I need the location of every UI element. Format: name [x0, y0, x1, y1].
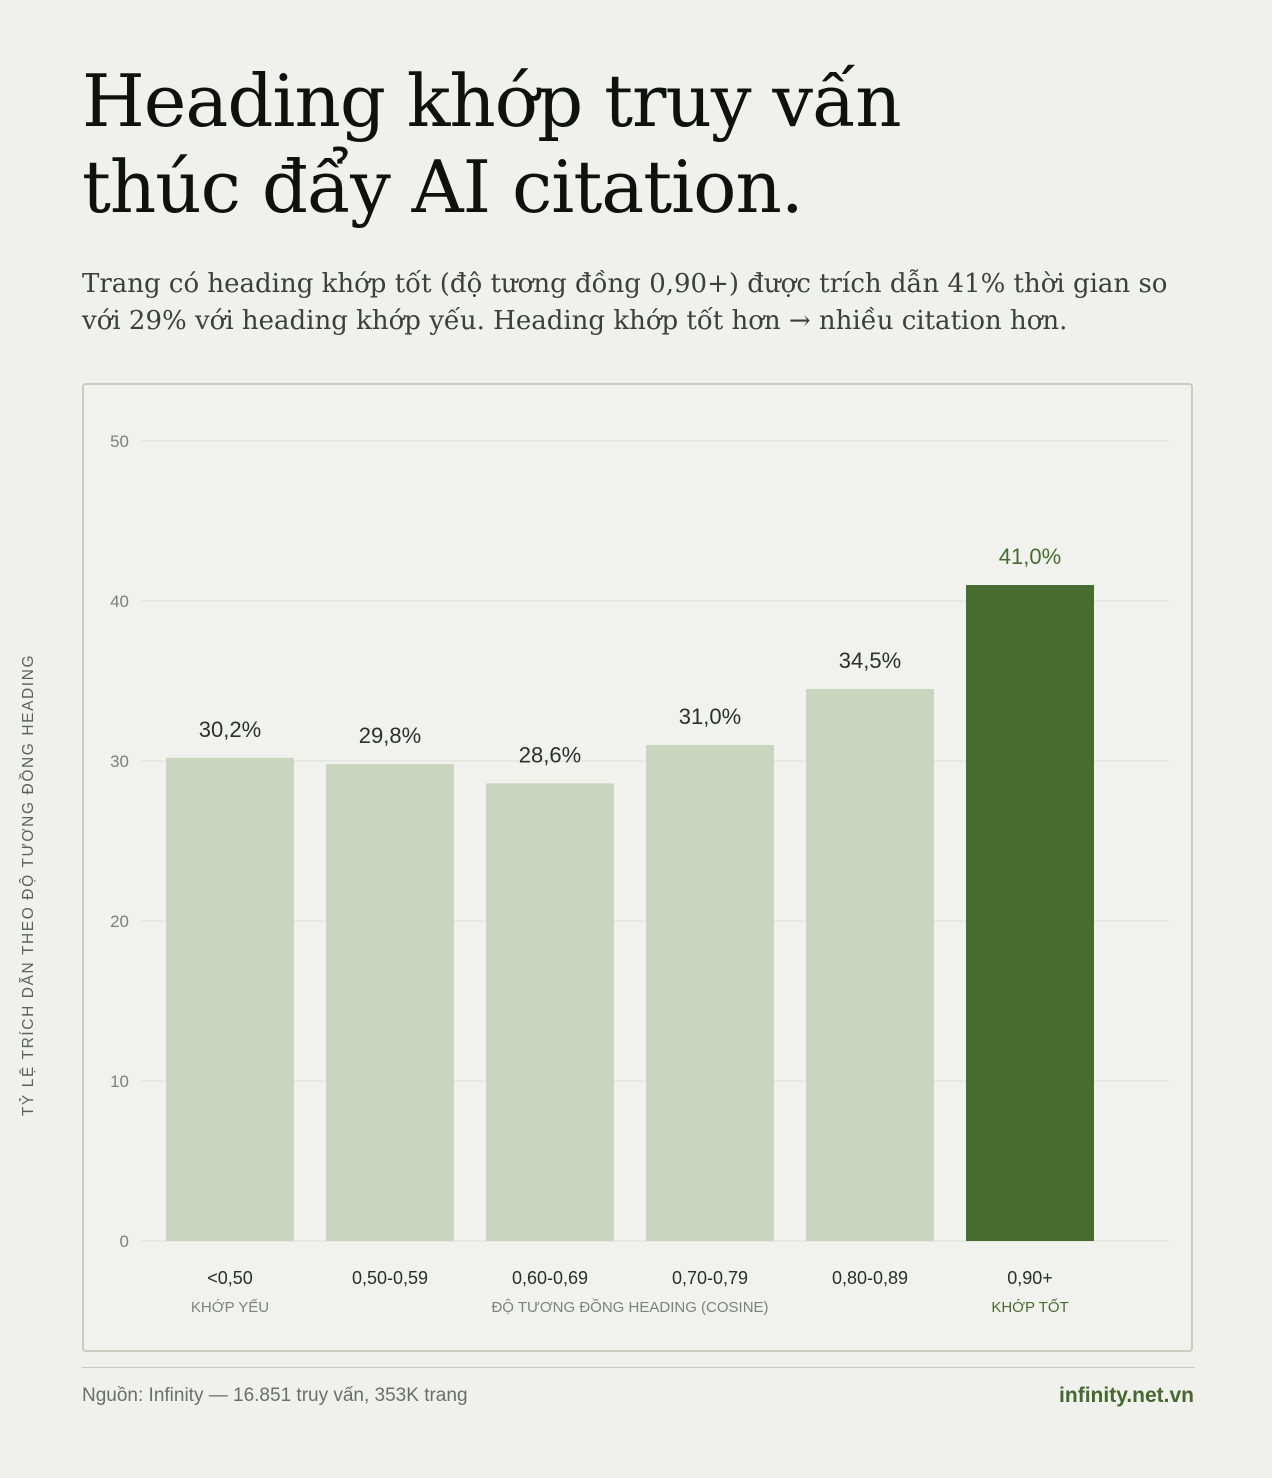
y-tick-label: 0 — [120, 1232, 129, 1251]
bar-value-label: 28,6% — [519, 742, 581, 767]
y-tick-label: 10 — [110, 1072, 129, 1091]
x-axis-title: ĐỘ TƯƠNG ĐỒNG HEADING (COSINE) — [491, 1298, 768, 1316]
x-tick-label: <0,50 — [207, 1268, 253, 1288]
y-tick-label: 40 — [110, 592, 129, 611]
x-tick-label: 0,80-0,89 — [832, 1268, 908, 1288]
chart-card: 0 10 20 30 40 50 30,2% <0,50 KHỚP YẾU 29,8% 0,50-0… — [82, 383, 1193, 1352]
y-tick-label: 50 — [110, 432, 129, 451]
title-line-1: Heading khớp truy vấn — [82, 59, 902, 143]
bar — [646, 745, 774, 1241]
bar-value-label: 34,5% — [839, 648, 901, 673]
bar — [166, 757, 294, 1241]
bar — [326, 764, 454, 1241]
x-sublabel: KHỚP YẾU — [191, 1299, 269, 1316]
x-tick-label: 0,50-0,59 — [352, 1268, 428, 1288]
x-sublabel: KHỚP TỐT — [991, 1298, 1068, 1316]
y-axis-label: TỶ LỆ TRÍCH DẪN THEO ĐỘ TƯƠNG ĐỒNG HEADI… — [20, 653, 37, 1117]
bar — [486, 783, 614, 1241]
bar-chart: 0 10 20 30 40 50 30,2% <0,50 KHỚP YẾU 29,8% 0,50-0… — [110, 432, 1169, 1316]
bar-value-label: 31,0% — [679, 704, 741, 729]
bar-value-label: 30,2% — [199, 717, 261, 742]
bar — [966, 585, 1094, 1241]
footer-divider — [82, 1367, 1195, 1368]
page-subtitle: Trang có heading khớp tốt (độ tương đồng… — [82, 269, 1168, 336]
y-tick-label: 20 — [110, 912, 129, 931]
title-line-2: thúc đẩy AI citation. — [82, 145, 804, 229]
brand-link[interactable]: infinity.net.vn — [1059, 1384, 1194, 1407]
x-tick-label: 0,60-0,69 — [512, 1268, 588, 1288]
x-tick-label: 0,90+ — [1007, 1268, 1053, 1288]
page-title: Heading khớp truy vấn thúc đẩy AI citati… — [82, 58, 902, 230]
bar-value-label: 29,8% — [359, 723, 421, 748]
source-note: Nguồn: Infinity — 16.851 truy vấn, 353K … — [82, 1385, 468, 1406]
bar — [806, 689, 934, 1241]
x-tick-label: 0,70-0,79 — [672, 1268, 748, 1288]
bar-value-label: 41,0% — [999, 544, 1061, 569]
y-tick-label: 30 — [110, 752, 129, 771]
